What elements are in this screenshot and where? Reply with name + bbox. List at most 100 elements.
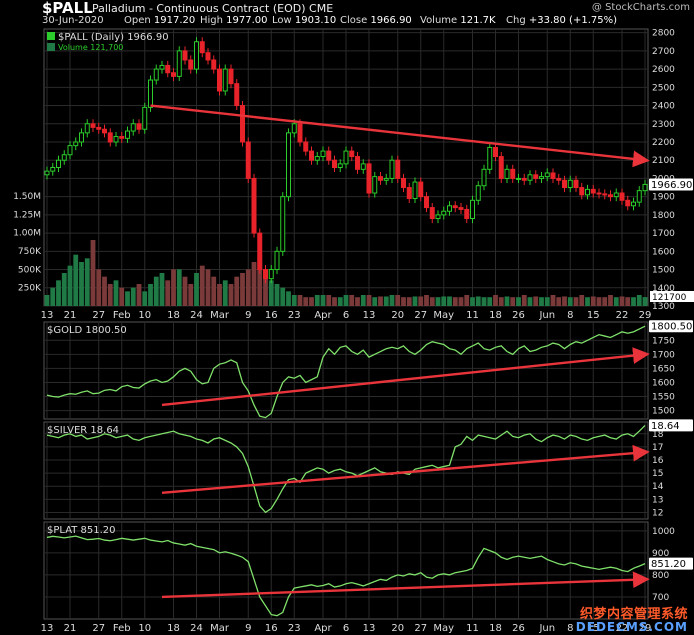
y-tick-label: 1300 xyxy=(652,302,675,312)
x-tick-label-mid: Mar xyxy=(210,310,230,321)
candle-body xyxy=(50,167,56,172)
candle-body xyxy=(481,168,487,187)
x-tick-label-mid: 22 xyxy=(616,310,629,321)
volume-bar xyxy=(498,297,504,306)
x-tick-label-mid: 29 xyxy=(639,310,652,321)
volume-bar xyxy=(585,297,590,306)
x-tick-label-mid: 8 xyxy=(567,310,573,321)
candle-body xyxy=(119,136,125,139)
candle-body xyxy=(447,205,452,212)
volume-bar xyxy=(447,296,452,306)
volume-bar xyxy=(194,273,199,306)
candle xyxy=(625,195,631,211)
candle xyxy=(441,206,447,220)
volume-bar xyxy=(303,297,309,306)
volume-bar xyxy=(44,295,50,306)
x-tick-label-mid: 18 xyxy=(167,310,180,321)
candle xyxy=(257,228,263,275)
site-watermark: 织梦内容管理系统 DEDECMS.COM xyxy=(556,603,690,635)
y-tick-label: 1650 xyxy=(652,364,675,374)
volume-bar xyxy=(613,297,619,306)
candle xyxy=(182,46,188,65)
candle-body xyxy=(510,168,516,179)
y-tick-label: 1700 xyxy=(652,229,675,239)
candle-body xyxy=(67,145,73,156)
candle-body xyxy=(280,196,286,252)
volume-bar xyxy=(464,295,470,306)
x-tick-label-mid: 13 xyxy=(363,310,376,321)
candle-body xyxy=(360,163,366,170)
candle xyxy=(326,146,332,165)
y-tick-label: 14 xyxy=(652,482,664,492)
candle xyxy=(579,182,585,200)
candle xyxy=(412,177,418,204)
candle xyxy=(314,152,320,165)
volume-bar xyxy=(56,280,61,306)
candle xyxy=(636,186,642,207)
volume-bar xyxy=(579,295,585,306)
y-tick-label: 1500 xyxy=(652,407,675,417)
x-tick-label: 26 xyxy=(512,623,525,634)
candle-body xyxy=(567,179,573,189)
candle-body xyxy=(619,192,625,201)
candle-body xyxy=(268,269,274,280)
volume-bar xyxy=(412,296,418,306)
x-tick-label-mid: 27 xyxy=(414,310,427,321)
y-tick-label: 1000 xyxy=(652,527,675,537)
candle xyxy=(619,188,625,205)
x-tick-label-mid: 16 xyxy=(265,310,278,321)
candle-body xyxy=(188,59,194,70)
candle-body xyxy=(389,159,395,179)
candle xyxy=(533,170,539,183)
volume-bar xyxy=(159,273,165,306)
symbol-title: $PALL xyxy=(42,0,93,17)
candle-body xyxy=(424,196,429,209)
volume-bar xyxy=(562,296,567,306)
candle-body xyxy=(418,181,424,198)
volume-bar xyxy=(320,295,326,306)
y-tick-label: 2600 xyxy=(652,65,675,75)
x-tick-label: 11 xyxy=(466,623,479,634)
y-tick-label: 1700 xyxy=(652,350,675,360)
candle-body xyxy=(211,59,217,70)
volume-bar xyxy=(274,284,280,306)
volume-axis-label: 750K xyxy=(18,247,42,257)
candle-body xyxy=(228,68,234,85)
stockcharts-watermark: @ StockCharts.com xyxy=(591,2,690,13)
candle xyxy=(268,264,274,284)
candle xyxy=(337,159,343,173)
x-tick-label: 13 xyxy=(363,623,376,634)
candle xyxy=(567,175,573,193)
candle xyxy=(309,146,314,165)
candle-body xyxy=(383,177,389,181)
candle-body xyxy=(625,199,631,207)
candle-body xyxy=(516,177,521,180)
candle-body xyxy=(205,52,211,61)
candle xyxy=(194,37,199,74)
instrument-name: Palladium - Continuous Contract (EOD) CM… xyxy=(92,2,334,15)
volume-bar xyxy=(389,295,395,306)
volume-bar xyxy=(452,297,458,306)
y-tick-label: 17 xyxy=(652,443,663,453)
panel-title: $SILVER 18.64 xyxy=(47,425,119,436)
candle xyxy=(521,173,527,185)
candle-body xyxy=(130,123,136,132)
candle xyxy=(389,155,395,183)
y-tick-label: 2400 xyxy=(652,102,675,112)
candle xyxy=(84,119,90,138)
candle xyxy=(585,184,590,200)
candle-body xyxy=(320,150,326,158)
volume-bar xyxy=(401,297,406,306)
x-tick-label: 8 xyxy=(567,623,573,634)
volume-bar xyxy=(67,265,73,306)
candle-body xyxy=(257,232,263,271)
candle xyxy=(447,201,452,216)
candle xyxy=(44,166,50,180)
volume-axis-label: 500K xyxy=(18,265,42,275)
candle xyxy=(504,164,510,183)
trend-arrow xyxy=(161,444,650,494)
x-tick-label-mid: 11 xyxy=(466,310,479,321)
volume-bar xyxy=(96,269,102,306)
y-tick-label: 2100 xyxy=(652,156,675,166)
candle xyxy=(590,184,596,198)
